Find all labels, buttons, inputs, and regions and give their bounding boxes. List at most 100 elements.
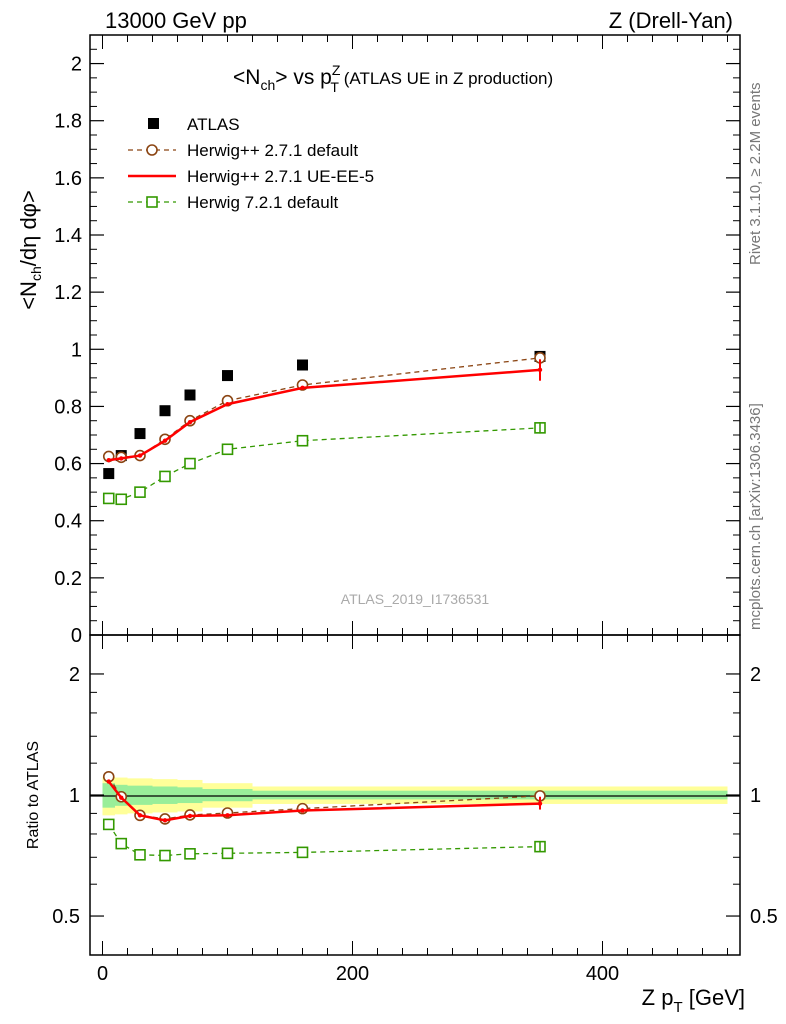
title-sup-z: Z <box>332 62 341 78</box>
main-marker <box>296 434 309 447</box>
main-marker <box>221 443 234 456</box>
main-marker <box>300 385 305 391</box>
main-marker <box>106 457 111 463</box>
ratio-ytick-label-right: 0.5 <box>750 906 778 928</box>
ratio-marker <box>102 818 115 831</box>
xlabel-part-b: [GeV] <box>683 985 745 1010</box>
title-part-b: > vs p <box>275 66 332 89</box>
legend: ATLAS Herwig++ 2.7.1 default Herwig++ 2.7.… <box>128 115 374 212</box>
main-axis-ticks: 0 0.2 0.4 0.6 0.8 1 1.2 1.4 1.6 1.8 2 <box>54 35 740 647</box>
ylabel-sub: ch <box>28 266 44 281</box>
main-atlas-point <box>103 468 115 480</box>
header-right: Z (Drell-Yan) <box>609 8 733 33</box>
main-title: <Nch> vs pZ T (ATLAS UE in Z production) <box>233 62 553 95</box>
rivet-label: Rivet 3.1.10, ≥ 2.2M events <box>747 83 764 266</box>
legend-label: ATLAS <box>187 115 240 134</box>
ratio-marker <box>162 818 168 823</box>
ratio-marker <box>115 837 128 850</box>
main-atlas-point <box>222 370 233 382</box>
main-ytick-label: 1.6 <box>54 168 82 190</box>
title-sub-t: T <box>330 79 339 95</box>
band-inner <box>177 787 203 804</box>
main-marker <box>184 457 196 470</box>
ratio-ytick-label-right: 1 <box>750 785 761 807</box>
source-label: mcplots.cern.ch [arXiv:1306.3436] <box>747 403 764 630</box>
main-marker <box>134 486 146 498</box>
main-ytick-label: 1.4 <box>54 225 82 247</box>
main-line <box>108 368 541 462</box>
xtick-label: 0 <box>97 963 108 985</box>
main-ytick-label: 2 <box>71 54 82 76</box>
main-line <box>108 427 541 500</box>
title-part-c: (ATLAS UE in Z production) <box>339 69 553 88</box>
ratio-marker <box>159 849 171 862</box>
xlabel-part-a: Z p <box>642 985 674 1010</box>
ratio-ytick-label: 0.5 <box>52 906 80 928</box>
band-inner <box>202 788 253 802</box>
main-marker <box>225 401 230 407</box>
legend-marker <box>146 144 158 156</box>
legend-label: Herwig++ 2.7.1 default <box>187 141 358 160</box>
ratio-marker <box>137 813 143 818</box>
ratio-marker <box>221 847 234 860</box>
ratio-marker <box>225 813 230 818</box>
main-marker <box>159 470 171 483</box>
main-marker <box>102 492 115 505</box>
ratio-axis-ticks: 0.5 0.5 1 1 2 2 0 200 400 <box>52 635 778 985</box>
band-inner <box>127 785 153 805</box>
ylabel-part-b: /dη dφ> <box>16 190 41 266</box>
band-inner <box>252 790 353 800</box>
main-ytick-label: 0.6 <box>54 454 82 476</box>
ylabel-part-a: <N <box>16 281 41 310</box>
xlabel-sub: T <box>673 999 682 1016</box>
main-ytick-label: 0 <box>71 625 82 647</box>
main-atlas-point <box>184 389 196 401</box>
main-marker <box>115 493 128 506</box>
ratio-series-layer <box>102 770 546 862</box>
title-part-a: <N <box>233 66 260 89</box>
main-ytick-label: 0.8 <box>54 396 82 418</box>
main-marker <box>119 456 124 461</box>
main-series-layer <box>102 350 546 506</box>
main-marker <box>162 438 168 443</box>
legend-atlas-marker <box>148 118 159 129</box>
ratio-ylabel: Ratio to ATLAS <box>25 741 42 849</box>
main-marker <box>137 453 143 458</box>
ratio-ytick-label-right: 2 <box>750 664 761 686</box>
legend-marker <box>146 196 158 208</box>
title-sub-ch: ch <box>260 77 275 93</box>
main-marker <box>187 419 193 425</box>
ratio-marker <box>296 846 309 859</box>
legend-label: Herwig++ 2.7.1 UE-EE-5 <box>187 167 374 186</box>
main-atlas-point <box>134 428 146 440</box>
main-atlas-point <box>159 405 171 417</box>
ratio-line <box>107 780 541 822</box>
main-line <box>108 357 541 458</box>
analysis-id: ATLAS_2019_I1736531 <box>341 591 490 607</box>
ratio-marker <box>300 808 305 813</box>
legend-label: Herwig 7.2.1 default <box>187 193 338 212</box>
ratio-panel <box>90 770 740 862</box>
band-inner <box>152 786 178 804</box>
ratio-marker <box>106 779 111 784</box>
ratio-ytick-label: 1 <box>69 785 80 807</box>
main-atlas-point <box>297 359 308 371</box>
ratio-marker <box>184 848 196 860</box>
xtick-label: 400 <box>586 963 619 985</box>
ratio-marker <box>187 813 193 819</box>
ratio-ytick-label: 2 <box>69 664 80 686</box>
main-ytick-label: 0.4 <box>54 511 82 533</box>
ratio-line <box>108 824 541 857</box>
main-ytick-label: 0.2 <box>54 568 82 590</box>
main-panel <box>102 350 546 506</box>
main-ytick-label: 1.2 <box>54 282 82 304</box>
main-ytick-label: 1.8 <box>54 111 82 133</box>
main-ylabel: <Nch/dη dφ> <box>16 190 44 310</box>
main-ytick-label: 1 <box>71 339 82 361</box>
xtick-label: 200 <box>336 963 369 985</box>
ratio-marker <box>119 795 124 800</box>
xlabel: Z pT [GeV] <box>642 985 745 1016</box>
ratio-marker <box>134 849 146 861</box>
header-left: 13000 GeV pp <box>105 8 247 33</box>
